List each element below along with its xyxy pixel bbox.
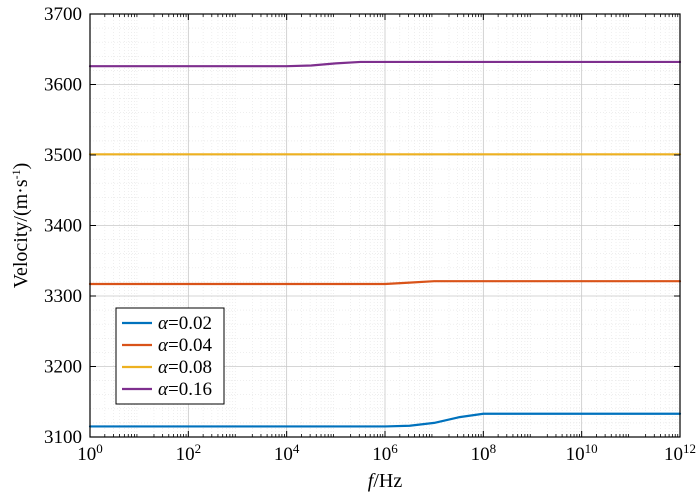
x-tick-label-exponent: 12 [683,441,696,456]
x-tick-label: 106 [372,441,398,466]
legend-entry-value: =0.16 [168,379,212,400]
y-axis-label-main: Velocity/(m·s [10,179,32,288]
y-tick-label: 3700 [44,4,82,25]
legend-entry-value: =0.04 [168,335,212,356]
x-tick-label-base: 10 [566,444,585,465]
x-tick-label: 1010 [566,441,598,466]
legend-entry-symbol: α [158,379,169,400]
x-tick-label-base: 10 [274,444,293,465]
series-line-4 [88,60,682,68]
y-tick-label: 3200 [44,357,82,378]
y-tick-label: 3600 [44,75,82,96]
x-tick-label-base: 10 [372,444,391,465]
axis-ticks [89,13,681,438]
series-line-1 [88,412,682,428]
x-axis-label: f/Hz [368,470,403,492]
legend-entry-1: α=0.02 [158,313,212,334]
x-tick-label-exponent: 6 [391,441,398,456]
y-tick-labels: 3100 3200 3300 3400 3500 3600 3700 [44,4,82,448]
legend-entry-symbol: α [158,313,169,334]
x-tick-label: 1012 [664,441,696,466]
x-tick-label-exponent: 8 [490,441,497,456]
series-line-2 [88,280,682,286]
legend-entry-symbol: α [158,335,169,356]
x-tick-label: 108 [471,441,497,466]
y-tick-label: 3500 [44,145,82,166]
y-axis-label: Velocity/(m·s-1) [9,163,32,289]
x-tick-label: 100 [77,441,103,466]
legend-entry-value: =0.08 [168,357,212,378]
x-axis-label-italic: f [368,470,376,492]
legend-entry-3: α=0.08 [158,357,212,378]
y-tick-label: 3400 [44,216,82,237]
legend-entry-4: α=0.16 [158,379,212,400]
y-tick-label: 3100 [44,427,82,448]
x-tick-label-exponent: 0 [96,441,103,456]
x-tick-label: 104 [274,441,300,466]
x-tick-label-base: 10 [664,444,683,465]
x-tick-label-base: 10 [471,444,490,465]
x-tick-label-base: 10 [176,444,195,465]
x-tick-label: 102 [176,441,202,466]
y-tick-label: 3300 [44,286,82,307]
legend: α=0.02α=0.04α=0.08α=0.16 [115,307,225,405]
x-tick-labels: 100 102 104 106 108 1010 1012 [77,441,696,466]
legend-entry-2: α=0.04 [158,335,212,356]
legend-entry-symbol: α [158,357,169,378]
x-tick-label-base: 10 [77,444,96,465]
x-tick-label-exponent: 4 [293,441,300,456]
legend-entry-value: =0.02 [168,313,212,334]
x-tick-label-exponent: 10 [585,441,598,456]
x-axis-label-unit: /Hz [373,470,402,492]
x-tick-label-exponent: 2 [195,441,202,456]
y-axis-label-sup: -1 [9,169,23,179]
y-axis-label-tail: ) [10,163,32,170]
series-lines [88,60,682,428]
